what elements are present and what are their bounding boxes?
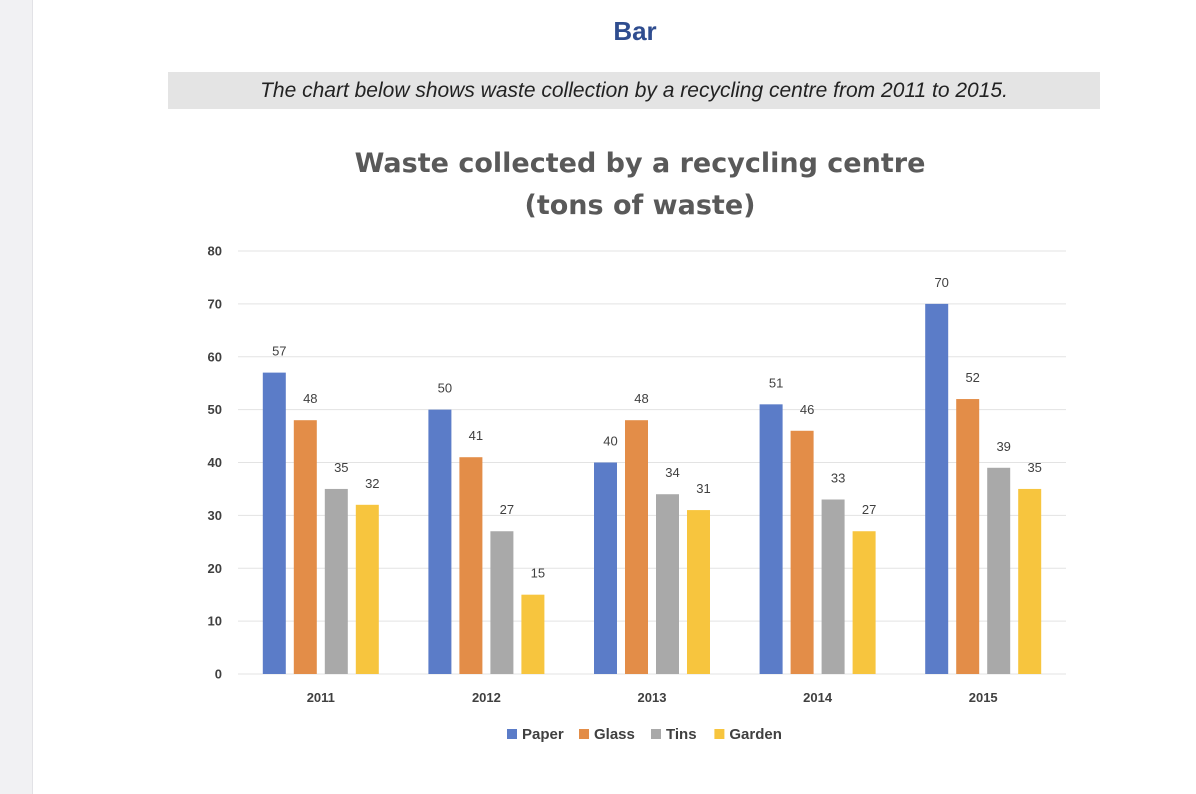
legend-item-tins: Tins <box>651 726 697 743</box>
bar-glass-2015 <box>956 399 980 674</box>
x-tick-label: 2011 <box>307 690 335 705</box>
data-label: 35 <box>334 460 348 475</box>
legend-label: Glass <box>594 726 635 743</box>
bar-tins-2013 <box>656 494 679 674</box>
data-label: 34 <box>665 465 679 480</box>
x-tick-label: 2015 <box>969 690 998 705</box>
bar-tins-2014 <box>821 499 845 674</box>
y-tick-label: 50 <box>208 402 222 417</box>
bar-garden-2013 <box>687 510 710 674</box>
y-tick-label: 80 <box>208 244 222 259</box>
legend-swatch <box>507 729 517 739</box>
left-gutter <box>0 0 33 794</box>
data-label: 41 <box>469 428 483 443</box>
x-tick-label: 2012 <box>472 690 501 705</box>
legend-swatch <box>579 729 589 739</box>
x-tick-label: 2014 <box>803 690 833 705</box>
data-label: 52 <box>965 370 979 385</box>
bar-glass-2011 <box>293 420 317 674</box>
data-label: 15 <box>531 566 545 581</box>
bar-tins-2011 <box>324 488 348 674</box>
data-label: 50 <box>438 381 452 396</box>
legend-item-garden: Garden <box>714 726 782 743</box>
y-tick-label: 60 <box>208 349 222 364</box>
bar-tins-2012 <box>490 531 514 674</box>
data-label: 48 <box>634 391 648 406</box>
bar-tins-2015 <box>987 467 1011 674</box>
bar-garden-2014 <box>852 531 876 674</box>
chart-subtitle: (tons of waste) <box>525 190 756 221</box>
legend-swatch <box>714 729 725 739</box>
bar-glass-2013 <box>625 420 648 674</box>
data-label: 31 <box>696 481 710 496</box>
data-label: 27 <box>500 502 514 517</box>
legend-label: Tins <box>666 726 697 743</box>
bar-paper-2011 <box>262 372 286 674</box>
page-heading: Bar <box>613 16 657 46</box>
y-tick-label: 30 <box>208 508 222 523</box>
legend-item-paper: Paper <box>507 726 564 743</box>
data-label: 39 <box>996 439 1010 454</box>
data-label: 33 <box>831 471 845 486</box>
bar-garden-2012 <box>521 594 545 674</box>
y-tick-label: 0 <box>215 667 222 682</box>
bar-paper-2012 <box>428 409 452 674</box>
data-label: 51 <box>769 375 783 390</box>
y-tick-label: 10 <box>208 614 222 629</box>
data-label: 32 <box>365 476 379 491</box>
bar-paper-2014 <box>759 404 783 674</box>
legend-swatch <box>651 729 661 739</box>
data-label: 70 <box>934 275 948 290</box>
bar-paper-2013 <box>594 462 617 674</box>
bar-paper-2015 <box>925 303 949 674</box>
data-label: 40 <box>603 434 617 449</box>
y-tick-label: 70 <box>208 296 222 311</box>
legend-label: Paper <box>522 726 564 743</box>
data-label: 27 <box>862 502 876 517</box>
x-tick-label: 2013 <box>638 690 667 705</box>
data-label: 48 <box>303 391 317 406</box>
y-tick-label: 20 <box>208 561 222 576</box>
bar-garden-2015 <box>1018 488 1042 674</box>
data-label: 57 <box>272 344 286 359</box>
data-label: 35 <box>1027 460 1041 475</box>
caption-bar: The chart below shows waste collection b… <box>168 72 1100 109</box>
data-label: 46 <box>800 402 814 417</box>
legend-item-glass: Glass <box>579 726 635 743</box>
bar-glass-2012 <box>459 457 483 674</box>
bar-garden-2011 <box>355 504 379 674</box>
y-tick-label: 40 <box>208 455 222 470</box>
chart-title: Waste collected by a recycling centre <box>355 148 926 179</box>
bar-glass-2014 <box>790 430 814 674</box>
legend-label: Garden <box>729 726 782 743</box>
caption-text: The chart below shows waste collection b… <box>260 78 1008 102</box>
